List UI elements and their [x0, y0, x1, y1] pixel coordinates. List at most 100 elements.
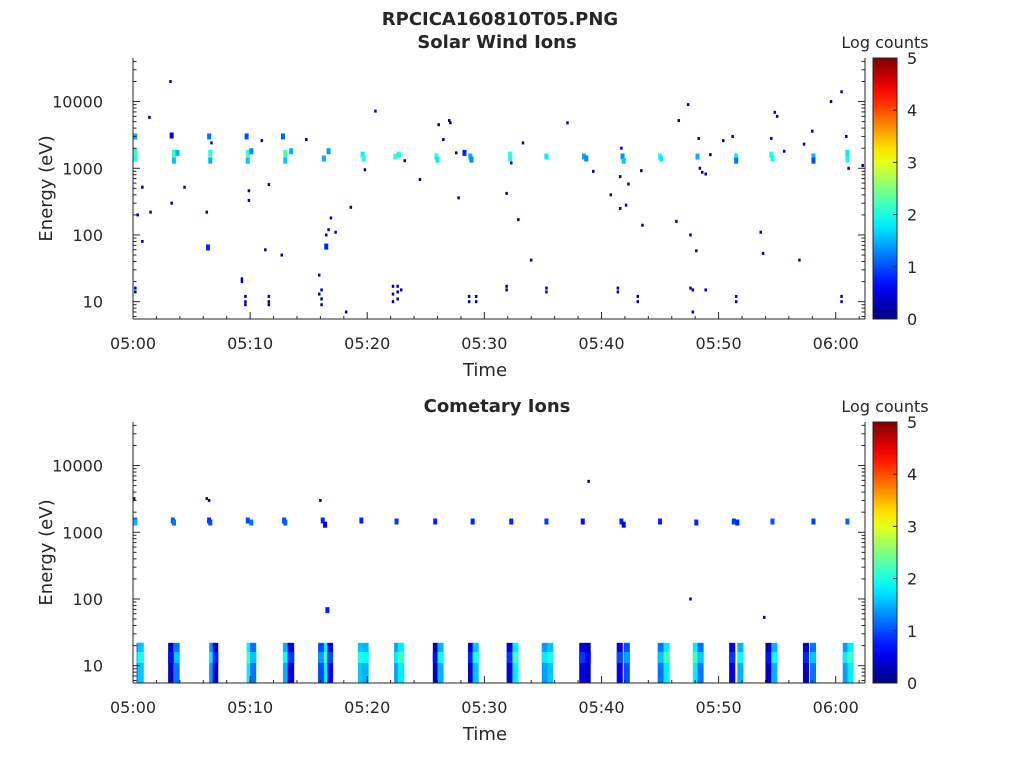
data-cell — [545, 290, 548, 294]
data-cell — [391, 284, 395, 288]
data-cell — [149, 210, 152, 214]
colorbar — [872, 421, 898, 684]
data-cell — [435, 156, 440, 163]
data-cell — [698, 166, 702, 170]
x-tick-label: 05:40 — [578, 698, 624, 717]
data-band-core — [209, 652, 216, 663]
data-cell — [433, 518, 438, 525]
data-cell — [267, 303, 271, 307]
data-cell — [691, 288, 695, 292]
plot-area — [133, 58, 865, 319]
x-tick-label: 05:50 — [696, 698, 742, 717]
data-cell — [840, 90, 843, 94]
data-band-core — [802, 652, 810, 663]
data-band-core — [173, 652, 180, 663]
data-cell — [675, 219, 678, 223]
data-cell — [636, 300, 640, 304]
data-cell — [840, 300, 843, 304]
data-cell — [689, 597, 692, 601]
data-band-core — [842, 652, 849, 663]
data-cell — [134, 286, 137, 290]
data-cell — [759, 230, 763, 234]
data-band-core — [168, 652, 174, 663]
data-cell — [580, 518, 585, 525]
data-cell — [618, 206, 622, 210]
x-tick-label: 05:00 — [110, 334, 156, 353]
y-axis-label: Energy (eV) — [36, 135, 57, 241]
data-band-core — [357, 652, 365, 663]
data-cell — [148, 115, 151, 119]
data-cell — [798, 258, 801, 262]
y-axis-label: Energy (eV) — [36, 499, 57, 605]
data-cell — [396, 284, 399, 288]
data-cell — [267, 294, 271, 298]
data-cell — [321, 155, 326, 162]
colorbar — [872, 57, 898, 320]
data-cell — [325, 607, 330, 614]
data-cell — [183, 185, 186, 189]
colorbar-label: Log counts — [841, 397, 928, 416]
data-cell — [640, 169, 643, 173]
data-cell — [474, 300, 478, 304]
x-tick-label: 05:10 — [227, 334, 273, 353]
data-cell — [735, 519, 740, 526]
solar-wind-panel: Solar Wind Ions 05:00 05:10 05:20 05:30 05:40… — [36, 32, 929, 381]
x-tick-label: 05:20 — [344, 698, 390, 717]
data-band-core — [397, 652, 405, 663]
data-cell — [689, 233, 692, 237]
y-tick-label: 1000 — [62, 523, 103, 542]
data-cell — [474, 294, 478, 298]
data-cell — [442, 138, 445, 142]
data-band-core — [212, 652, 219, 663]
data-cell — [695, 249, 698, 253]
x-tick-label: 05:30 — [461, 334, 507, 353]
data-band-core — [847, 652, 854, 663]
data-cell — [245, 517, 250, 524]
data-cell — [691, 310, 695, 314]
data-cell — [260, 139, 264, 143]
data-band-core — [287, 652, 295, 663]
data-cell — [677, 119, 681, 123]
x-tick-label: 06:00 — [813, 334, 859, 353]
data-band-core — [327, 652, 334, 663]
data-band-core — [318, 652, 325, 663]
data-cell — [627, 182, 630, 186]
data-cell — [592, 169, 595, 173]
data-cell — [505, 284, 508, 288]
data-cell — [319, 498, 322, 502]
data-cell — [587, 479, 590, 483]
data-cell — [245, 153, 250, 160]
data-band-core — [585, 652, 591, 663]
data-cell — [133, 148, 138, 155]
data-cell — [697, 136, 700, 140]
data-cell — [770, 518, 775, 525]
data-band-core — [437, 652, 444, 663]
data-cell — [240, 277, 244, 281]
data-cell — [418, 177, 422, 181]
data-band-core — [250, 652, 257, 663]
colorbar-tick-label: 3 — [907, 517, 917, 536]
data-cell — [317, 273, 321, 277]
data-cell — [205, 210, 209, 214]
data-cell — [636, 294, 640, 298]
data-cell — [773, 110, 777, 114]
data-cell — [510, 161, 513, 165]
data-cell — [175, 149, 180, 156]
data-cell — [205, 497, 209, 501]
y-tick-label: 10 — [83, 293, 103, 312]
data-band-core — [765, 652, 772, 663]
subplot-title: Solar Wind Ions — [417, 32, 576, 53]
data-band-core — [362, 652, 369, 663]
data-cell — [811, 518, 816, 525]
data-cell — [508, 151, 513, 158]
data-band-core — [323, 652, 331, 663]
data-cell — [394, 518, 399, 525]
subplot-title: Cometary Ions — [424, 396, 571, 417]
data-cell — [845, 134, 848, 138]
data-cell — [136, 213, 139, 217]
data-cell — [731, 518, 736, 525]
data-cell — [320, 303, 323, 307]
data-band-core — [616, 652, 623, 663]
data-cell — [283, 149, 288, 156]
data-cell — [700, 170, 704, 174]
